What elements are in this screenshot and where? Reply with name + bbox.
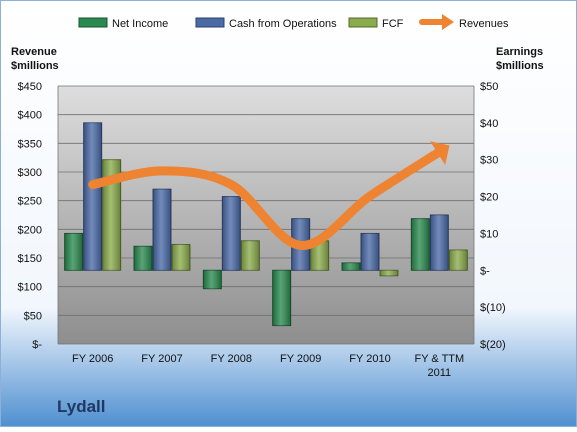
bar-fcf-3-shade [310, 240, 329, 271]
right-tick-label: $(10) [480, 302, 506, 314]
left-tick-label: $150 [18, 253, 42, 265]
right-tick-label: $50 [480, 81, 498, 93]
left-tick-label: $450 [18, 81, 42, 93]
chart-title: Lydall [57, 397, 106, 416]
x-tick-label: FY 2010 [349, 353, 390, 365]
legend-cash-from-operations-swatch [195, 17, 225, 28]
revenues-arrowhead [430, 141, 450, 165]
right-tick-label: $20 [480, 192, 498, 204]
bar-fcf-5-shade [449, 250, 468, 271]
x-tick-label: FY & TTM [414, 353, 464, 365]
bar-cash-from-operations-1-shade [153, 189, 171, 271]
left-tick-label: $50 [24, 310, 42, 322]
bar-cash-from-operations-5-shade [430, 215, 449, 271]
legend-net-income-swatch [78, 17, 108, 28]
bar-cash-from-operations-4-shade [361, 233, 379, 271]
left-tick-label: $350 [18, 138, 42, 150]
legend-cash-from-operations-label: Cash from Operations [229, 18, 337, 30]
x-tick-label: FY 2006 [72, 353, 113, 365]
legend-fcf-label: FCF [382, 18, 404, 30]
legend-revenues-label: Revenues [459, 18, 509, 30]
right-tick-label: $- [480, 265, 490, 277]
bar-cash-from-operations-0-shade [83, 122, 102, 271]
bar-cash-from-operations-2-shade [222, 196, 241, 271]
left-tick-label: $100 [18, 282, 42, 294]
x-tick-label: 2011 [428, 367, 452, 379]
right-tick-label: $(20) [480, 339, 506, 351]
bar-fcf-4-shade [380, 270, 398, 276]
right-tick-label: $40 [480, 118, 498, 130]
x-tick-label: FY 2009 [280, 353, 321, 365]
right-axis-label: Earnings [496, 46, 543, 58]
bar-net-income-5-shade [411, 218, 430, 271]
left-axis-label: $millions [11, 60, 59, 72]
bar-net-income-3-shade [272, 270, 291, 326]
legend-revenues-arrow [442, 14, 454, 30]
bar-net-income-0-shade [64, 233, 83, 271]
left-tick-label: $250 [18, 196, 42, 208]
bar-net-income-4-shade [342, 262, 360, 271]
legend-fcf-swatch [348, 17, 378, 28]
left-tick-label: $400 [18, 110, 42, 122]
x-tick-label: FY 2008 [211, 353, 252, 365]
right-axis-label: $millions [496, 60, 544, 72]
bar-net-income-1-shade [134, 246, 152, 271]
bar-fcf-1-shade [172, 244, 190, 271]
bar-fcf-0-shade [102, 159, 121, 271]
right-tick-label: $10 [480, 228, 498, 240]
bar-net-income-2-shade [203, 270, 222, 289]
legend-net-income-label: Net Income [112, 18, 168, 30]
bar-fcf-2-shade [241, 240, 260, 271]
left-tick-label: $300 [18, 167, 42, 179]
revenues-line [88, 147, 444, 250]
x-tick-label: FY 2007 [141, 353, 182, 365]
left-tick-label: $200 [18, 224, 42, 236]
left-axis-label: Revenue [11, 46, 57, 58]
left-tick-label: $- [32, 339, 42, 351]
right-tick-label: $30 [480, 155, 498, 167]
